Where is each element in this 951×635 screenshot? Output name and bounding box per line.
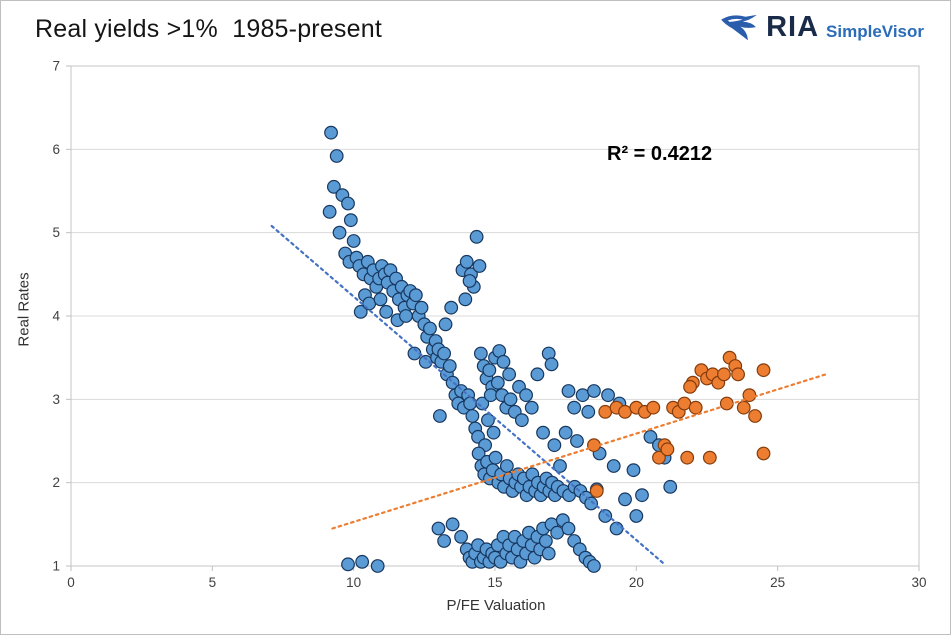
svg-text:10: 10 [346,575,361,590]
product-text: SimpleVisor [826,21,924,41]
svg-text:30: 30 [911,575,926,590]
svg-text:5: 5 [52,225,60,240]
chart-title: Real yields >1% 1985-present [35,15,382,43]
svg-text:20: 20 [629,575,644,590]
svg-text:4: 4 [52,309,60,324]
ria-simplevisor-logo: RIA SimpleVisor [719,11,924,44]
svg-text:6: 6 [52,142,60,157]
y-axis-label: Real Rates [15,272,33,347]
svg-text:1: 1 [52,559,60,574]
x-axis-label: P/FE Valuation [446,597,546,614]
svg-text:15: 15 [487,575,502,590]
r-squared-label: R² = 0.4212 [607,143,713,165]
svg-text:7: 7 [52,59,60,74]
svg-text:0: 0 [67,575,75,590]
svg-text:2: 2 [52,475,60,490]
brand-text: RIA [766,11,820,43]
svg-text:25: 25 [770,575,785,590]
svg-text:3: 3 [52,392,60,407]
eagle-icon [719,13,759,43]
svg-text:5: 5 [209,575,217,590]
